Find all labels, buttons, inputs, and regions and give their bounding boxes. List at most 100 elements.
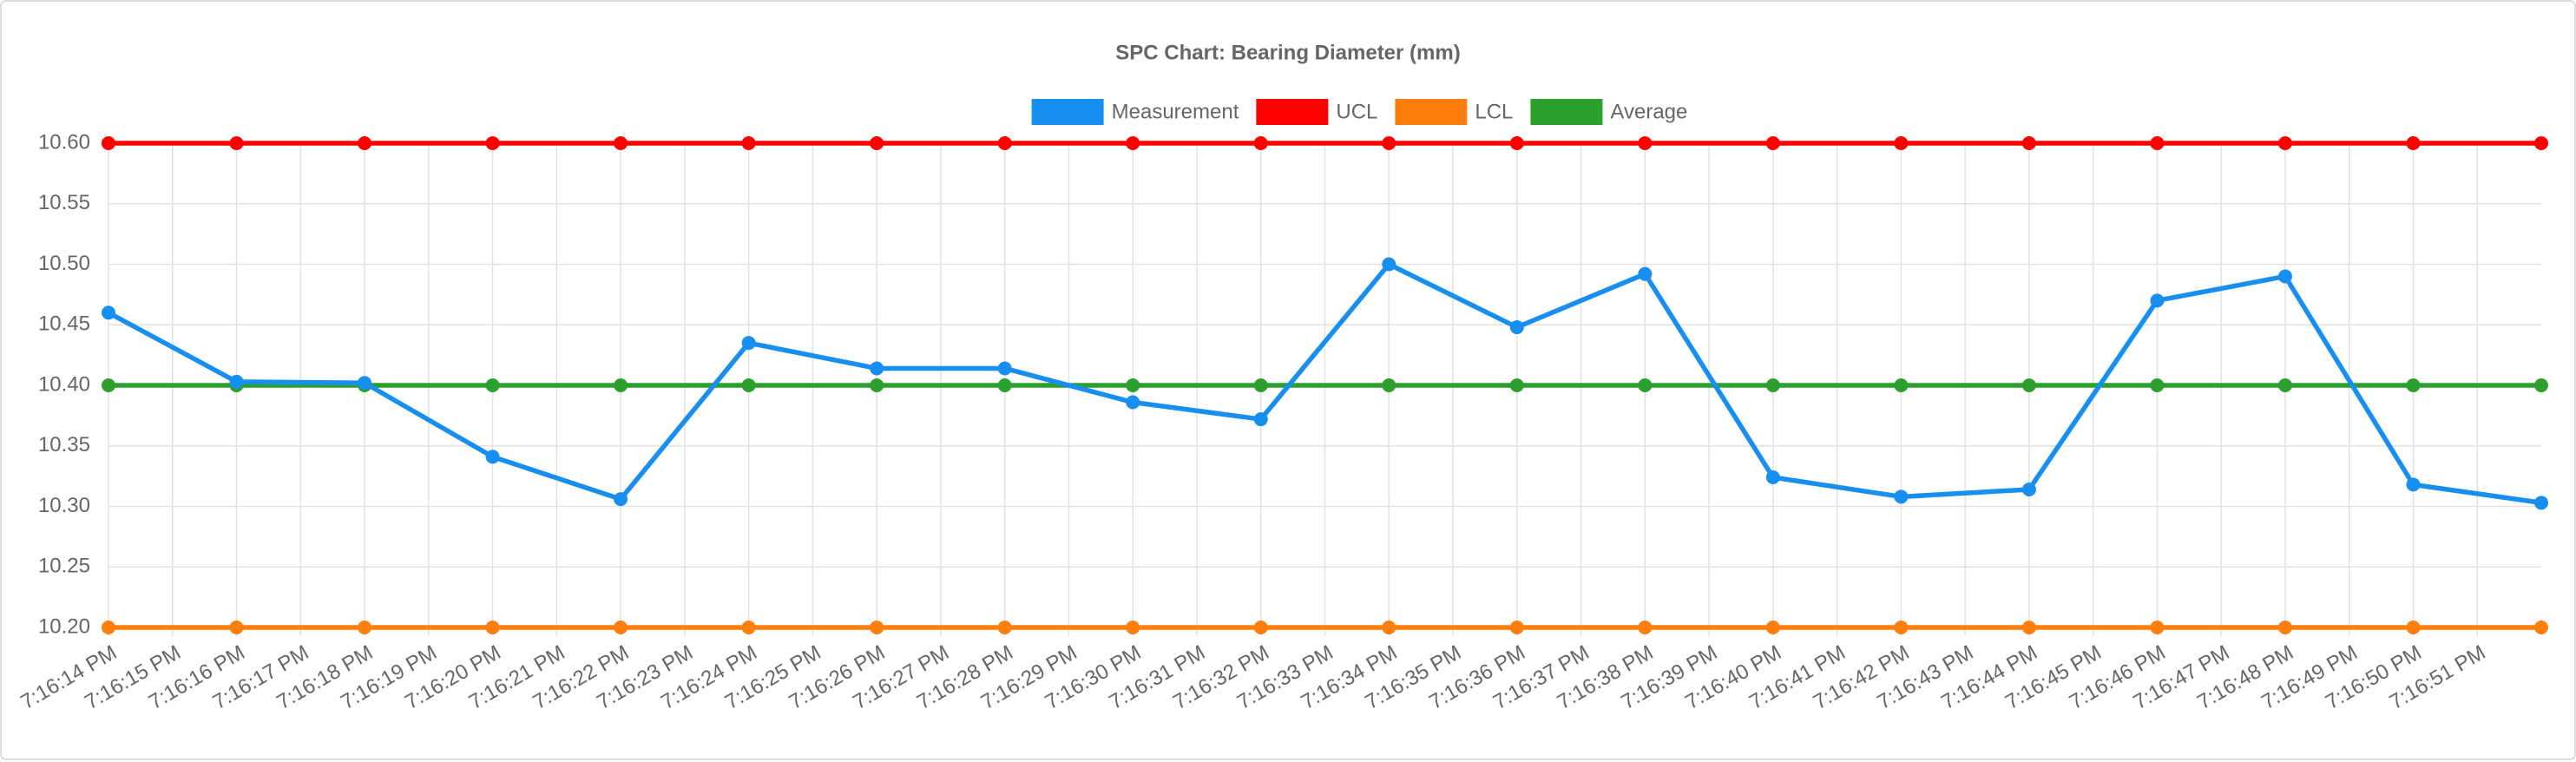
data-point xyxy=(485,621,500,634)
data-point xyxy=(485,136,500,150)
data-point xyxy=(102,621,115,634)
data-point xyxy=(1382,621,1396,634)
y-tick-label: 10.40 xyxy=(38,372,90,396)
data-point xyxy=(1126,621,1140,634)
data-point xyxy=(870,621,884,634)
data-point xyxy=(870,378,884,392)
data-point xyxy=(1126,395,1140,410)
data-point xyxy=(1126,136,1140,150)
data-point xyxy=(1382,378,1396,392)
data-point xyxy=(614,492,628,507)
data-point xyxy=(2406,621,2421,634)
data-point xyxy=(1765,621,1780,634)
data-point xyxy=(2406,477,2421,492)
data-point xyxy=(1894,378,1909,392)
data-point xyxy=(1253,378,1268,392)
data-point xyxy=(102,305,115,320)
y-tick-label: 10.50 xyxy=(38,252,90,275)
legend-swatch xyxy=(1395,99,1468,125)
data-point xyxy=(1894,621,1909,634)
data-point xyxy=(614,621,628,634)
data-point xyxy=(1253,136,1268,150)
data-point xyxy=(1894,489,1909,504)
data-point xyxy=(741,378,756,392)
data-point xyxy=(1894,136,1909,150)
y-tick-label: 10.30 xyxy=(38,494,90,517)
data-point xyxy=(1509,320,1524,335)
data-point xyxy=(741,621,756,634)
data-point xyxy=(2534,378,2548,392)
data-point xyxy=(2534,496,2548,510)
data-point xyxy=(1765,470,1780,485)
data-point xyxy=(358,376,372,391)
data-point xyxy=(102,136,115,150)
data-point xyxy=(2150,621,2165,634)
legend-label: Average xyxy=(1610,100,1687,123)
y-tick-label: 10.55 xyxy=(38,191,90,214)
data-point xyxy=(1638,621,1653,634)
data-point xyxy=(2277,378,2292,392)
legend-label: LCL xyxy=(1475,100,1513,123)
data-point xyxy=(358,136,372,150)
data-point xyxy=(1765,378,1780,392)
data-point xyxy=(614,136,628,150)
data-point xyxy=(229,136,244,150)
data-point xyxy=(1382,136,1396,150)
data-point xyxy=(2277,136,2292,150)
data-point xyxy=(741,136,756,150)
data-point xyxy=(1509,621,1524,634)
data-point xyxy=(2534,621,2548,634)
data-point xyxy=(997,136,1012,150)
y-tick-label: 10.45 xyxy=(38,312,90,336)
y-tick-label: 10.25 xyxy=(38,555,90,578)
chart-title: SPC Chart: Bearing Diameter (mm) xyxy=(1115,41,1460,64)
data-point xyxy=(1253,412,1268,427)
data-point xyxy=(358,621,372,634)
legend-swatch xyxy=(1031,99,1104,125)
legend-label: UCL xyxy=(1336,100,1377,123)
data-point xyxy=(2150,378,2165,392)
data-point xyxy=(2021,136,2036,150)
data-point xyxy=(2406,378,2421,392)
data-point xyxy=(997,361,1012,376)
data-point xyxy=(102,378,115,392)
data-point xyxy=(1126,378,1140,392)
series-line xyxy=(107,261,2542,506)
data-point xyxy=(2406,136,2421,150)
data-point xyxy=(1765,136,1780,150)
legend-swatch xyxy=(1256,99,1329,125)
data-point xyxy=(1509,378,1524,392)
data-point xyxy=(1638,378,1653,392)
legend-label: Measurement xyxy=(1112,100,1239,123)
data-point xyxy=(870,136,884,150)
y-tick-label: 10.20 xyxy=(38,614,90,638)
data-point xyxy=(2534,136,2548,150)
legend-swatch xyxy=(1530,99,1603,125)
data-point xyxy=(485,378,500,392)
y-tick-label: 10.60 xyxy=(38,130,90,154)
data-point xyxy=(229,621,244,634)
data-point xyxy=(1638,266,1653,281)
data-point xyxy=(614,378,628,392)
data-point xyxy=(1509,136,1524,150)
data-point xyxy=(2150,293,2165,308)
data-point xyxy=(2277,269,2292,284)
data-point xyxy=(997,378,1012,392)
data-point xyxy=(1382,257,1396,272)
data-point xyxy=(2021,482,2036,496)
data-point xyxy=(2277,621,2292,634)
data-point xyxy=(2150,136,2165,150)
data-point xyxy=(2021,378,2036,392)
legend: Measurement UCL LCL Average xyxy=(1031,99,1687,125)
data-point xyxy=(1638,136,1653,150)
data-point xyxy=(870,361,884,376)
data-point xyxy=(997,621,1012,634)
data-point xyxy=(2021,621,2036,634)
data-point xyxy=(229,374,244,389)
data-point xyxy=(485,450,500,464)
y-tick-label: 10.35 xyxy=(38,433,90,457)
data-point xyxy=(741,336,756,351)
data-point xyxy=(1253,621,1268,634)
